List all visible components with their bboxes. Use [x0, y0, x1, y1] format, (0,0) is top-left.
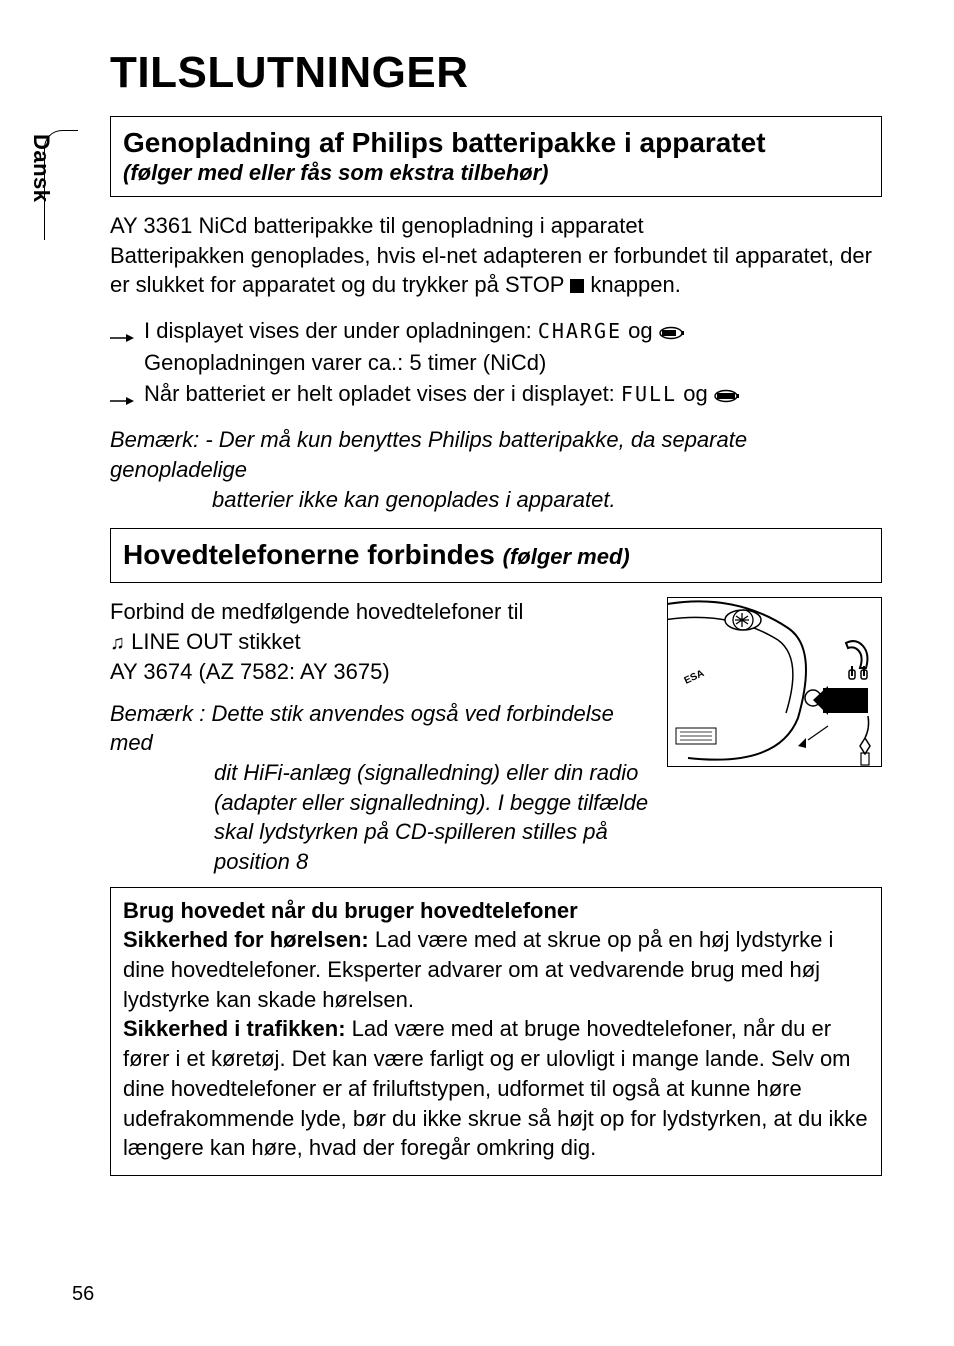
display-text-charge: CHARGE	[538, 319, 622, 343]
battery-icon	[659, 318, 685, 348]
section-title-charging: Genopladning af Philips batteripakke i a…	[123, 125, 869, 160]
safety-para-2: Sikkerhed i trafikken: Lad være med at b…	[123, 1014, 869, 1162]
charging-paragraph: AY 3361 NiCd batteripakke til genopladni…	[110, 211, 882, 300]
arrow-icon	[110, 316, 144, 352]
sec2-line2: LINE OUT stikket	[125, 629, 301, 654]
bullet-2-content: Når batteriet er helt opladet vises der …	[144, 379, 882, 411]
headphone-illustration: ESA	[667, 597, 882, 767]
headphone-icon: ♫	[110, 632, 125, 654]
bullet1-text-a: I displayet vises der under opladningen:	[144, 318, 538, 343]
safety-box: Brug hovedet når du bruger hovedtelefone…	[110, 887, 882, 1176]
sec2-line1: Forbind de medfølgende hovedtelefoner ti…	[110, 599, 523, 624]
section-box-headphones: Hovedtelefonerne forbindes (følger med)	[110, 528, 882, 583]
note-1: Bemærk: - Der må kun benyttes Philips ba…	[110, 425, 882, 514]
bullet1-text-b: Genopladningen varer ca.: 5 timer (NiCd)	[144, 350, 546, 375]
bullet2-text-a: Når batteriet er helt opladet vises der …	[144, 381, 621, 406]
section-subtitle-headphones: (følger med)	[503, 544, 630, 569]
note2-line4: skal lydstyrken på CD-spilleren stilles …	[110, 817, 649, 876]
arrow-icon	[110, 379, 144, 415]
page-number: 56	[72, 1283, 94, 1306]
stop-icon	[570, 279, 584, 293]
safety-lead-1: Sikkerhed for hørelsen:	[123, 927, 375, 952]
note2-line1: Bemærk : Dette stik anvendes også ved fo…	[110, 701, 614, 756]
page-title: TILSLUTNINGER	[110, 48, 882, 98]
language-tab: Dansk	[28, 134, 54, 203]
headphones-text: Forbind de medfølgende hovedtelefoner ti…	[110, 597, 649, 887]
display-text-full: FULL	[621, 382, 677, 406]
headphones-section: Forbind de medfølgende hovedtelefoner ti…	[110, 597, 882, 887]
section-title-headphones: Hovedtelefonerne forbindes	[123, 539, 503, 570]
section-subtitle-charging: (følger med eller fås som ekstra tilbehø…	[123, 160, 869, 186]
para1-line2a: Batteripakken genoplades, hvis el-net ad…	[110, 243, 872, 298]
note1-line1: Bemærk: - Der må kun benyttes Philips ba…	[110, 427, 747, 482]
note1-line2: batterier ikke kan genoplades i apparate…	[110, 485, 882, 515]
note2-line3: (adapter eller signalledning). I begge t…	[110, 788, 649, 818]
para1-line1: AY 3361 NiCd batteripakke til genopladni…	[110, 213, 644, 238]
note2-line2: dit HiFi-anlæg (signalledning) eller din…	[110, 758, 649, 788]
safety-lead-2: Sikkerhed i trafikken:	[123, 1016, 352, 1041]
safety-para-1: Sikkerhed for hørelsen: Lad være med at …	[123, 925, 869, 1014]
safety-heading: Brug hovedet når du bruger hovedtelefone…	[123, 896, 869, 926]
bullet-row-1: I displayet vises der under opladningen:…	[110, 316, 882, 377]
bullet-row-2: Når batteriet er helt opladet vises der …	[110, 379, 882, 415]
sec2-line3: AY 3674 (AZ 7582: AY 3675)	[110, 659, 390, 684]
bullet1-text-end: og	[622, 318, 659, 343]
bullet2-text-end: og	[677, 381, 714, 406]
battery-full-icon	[714, 381, 740, 411]
section-box-charging: Genopladning af Philips batteripakke i a…	[110, 116, 882, 197]
illus-esa-label: ESA	[683, 668, 706, 687]
note-2: Bemærk : Dette stik anvendes også ved fo…	[110, 699, 649, 877]
bullet-1-content: I displayet vises der under opladningen:…	[144, 316, 882, 377]
headphones-para: Forbind de medfølgende hovedtelefoner ti…	[110, 597, 649, 686]
para1-line2b: knappen.	[584, 272, 681, 297]
